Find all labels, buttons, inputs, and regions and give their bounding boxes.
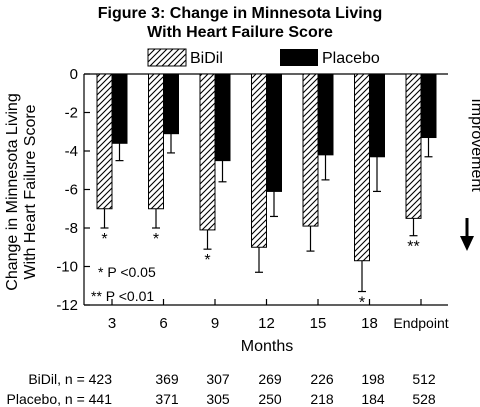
count-cell: 528 <box>412 391 436 407</box>
legend: BiDil Placebo <box>147 48 380 67</box>
sig-note-p01: ** P <0.01 <box>91 288 154 304</box>
chart-title-line-1: Figure 3: Change in Minnesota Living <box>98 5 382 22</box>
sig-note-p05: * P <0.05 <box>98 264 156 280</box>
legend-swatch-placebo <box>280 49 318 66</box>
count-cell: 226 <box>310 371 334 387</box>
y-tick-label: -10 <box>56 259 78 276</box>
bar-bidil-6 <box>405 73 422 219</box>
x-tick-label: Endpoint <box>393 315 448 331</box>
y-axis-label-line-2: With Heart Failure Score <box>22 104 39 279</box>
legend-swatch-bidil <box>147 48 187 67</box>
significance-mark: * <box>204 252 210 269</box>
bar-bidil-0 <box>96 73 113 210</box>
bar-placebo-1 <box>163 73 179 135</box>
y-tick-label: 0 <box>70 66 78 83</box>
x-ticks: 3 6 9 12 15 18 Endpoint <box>108 299 449 332</box>
significance-mark: * <box>101 231 107 248</box>
significance-mark: ** <box>407 239 419 256</box>
bar-bidil-4 <box>302 73 319 227</box>
bar-bidil-1 <box>148 73 164 210</box>
x-tick-label: 3 <box>108 315 116 332</box>
bars: * ***** <box>96 73 437 312</box>
significance-mark: * <box>153 231 159 248</box>
bar-placebo-0 <box>111 73 128 144</box>
x-tick-label: 15 <box>310 315 327 332</box>
y-tick-label: -12 <box>56 297 78 314</box>
count-cell: 307 <box>206 371 230 387</box>
x-tick-label: 6 <box>159 315 167 332</box>
patient-count-table: BiDil, n = 423 369 307 269 226 198 512 Placebo,… <box>7 371 436 407</box>
count-cell: 198 <box>361 371 385 387</box>
chart-title-line-2: With Heart Failure Score <box>147 24 333 41</box>
bar-bidil-5 <box>354 73 370 262</box>
y-tick-label: -2 <box>65 105 78 122</box>
significance-mark: * <box>359 295 365 312</box>
count-cell: 512 <box>412 371 436 387</box>
bar-placebo-5 <box>369 73 385 158</box>
count-cell: 218 <box>310 391 334 407</box>
x-axis-label: Months <box>241 338 293 355</box>
count-cell: 250 <box>258 391 282 407</box>
y-tick-label: -8 <box>65 220 78 237</box>
x-tick-label: 12 <box>258 315 275 332</box>
bar-placebo-6 <box>420 73 437 139</box>
improvement-arrow-icon <box>460 218 474 251</box>
bar-bidil-3 <box>251 73 267 248</box>
x-tick-label: 9 <box>211 315 219 332</box>
bar-placebo-2 <box>214 73 231 162</box>
count-cell: 305 <box>206 391 230 407</box>
legend-label-placebo: Placebo <box>322 50 380 67</box>
count-cell: 269 <box>258 371 282 387</box>
count-cell: 369 <box>155 371 179 387</box>
legend-label-bidil: BiDil <box>190 50 223 67</box>
bar-bidil-2 <box>199 73 216 231</box>
count-row-label: Placebo, n = 441 <box>7 391 113 407</box>
y-ticks: 0 -2 -4 -6 -8 -10 -12 <box>56 66 90 314</box>
bar-placebo-4 <box>317 73 334 156</box>
count-row-label: BiDil, n = 423 <box>28 371 112 387</box>
bar-placebo-3 <box>266 73 282 192</box>
count-cell: 184 <box>361 391 385 407</box>
count-cell: 371 <box>155 391 179 407</box>
x-tick-label: 18 <box>361 315 378 332</box>
y-tick-label: -6 <box>65 182 78 199</box>
improvement-label: Improvement <box>468 98 480 192</box>
y-tick-label: -4 <box>65 143 78 160</box>
y-axis-label-line-1: Change in Minnesota Living <box>4 93 21 290</box>
